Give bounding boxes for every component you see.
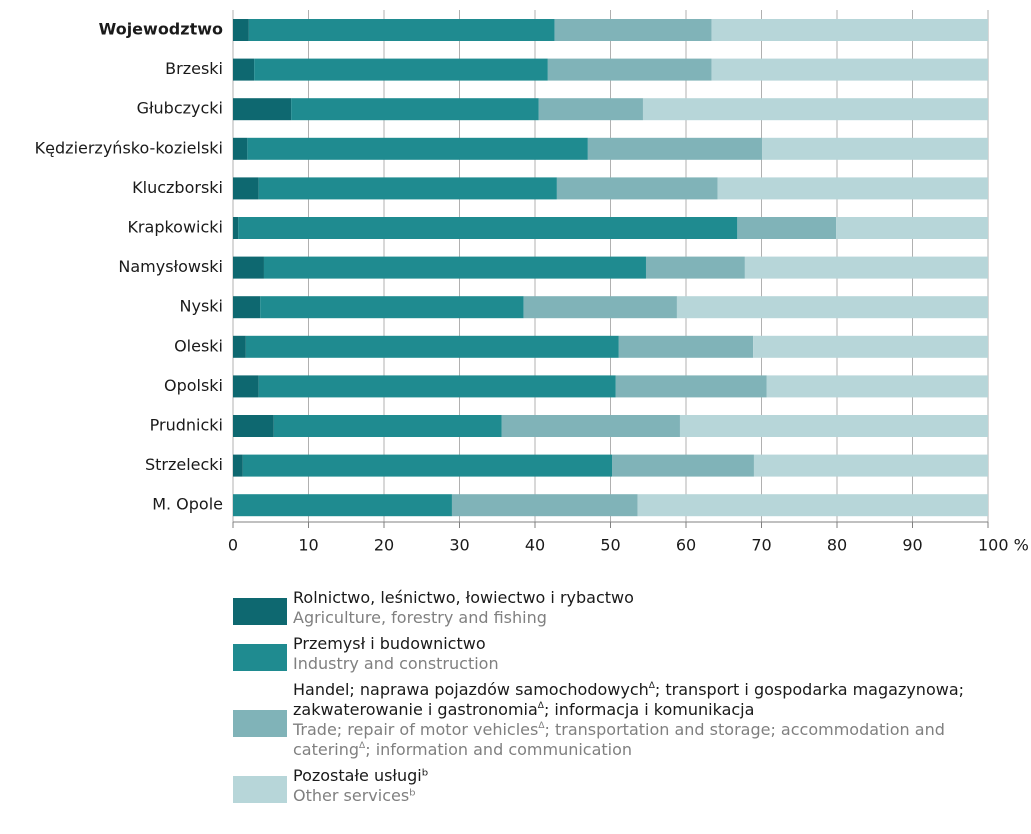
legend-swatch	[233, 597, 287, 625]
bar-segment	[762, 137, 988, 160]
bar-segment	[233, 217, 239, 239]
legend-swatch	[233, 709, 287, 737]
bar-segment	[753, 335, 988, 358]
legend-label-en: Agriculture, forestry and fishing	[293, 608, 547, 627]
bar-segment	[637, 494, 988, 517]
bar-segment	[258, 177, 557, 200]
bar-segment	[233, 177, 259, 200]
y-tick-label: Namysłowski	[118, 257, 223, 276]
legend-text: Handel; naprawa pojazdów samochodowychΔ;…	[293, 680, 983, 760]
legend-label: Przemysł i budownictwo	[293, 634, 486, 653]
bar-segment	[248, 19, 555, 41]
bar-segment	[554, 19, 712, 41]
legend-label: Pozostałe usługiᵇ	[293, 766, 429, 785]
x-tick-label: 60	[676, 536, 696, 555]
bar-segment	[717, 177, 988, 200]
bar-segment	[291, 98, 539, 121]
bar-segment	[556, 177, 718, 200]
bar-segment	[273, 415, 502, 437]
x-tick-label: 0	[228, 536, 238, 555]
legend-item: Przemysł i budownictwo Industry and const…	[233, 634, 993, 674]
y-tick-label: M. Opole	[152, 495, 223, 514]
bar-segment	[615, 375, 767, 398]
legend-label-en: Industry and construction	[293, 654, 499, 673]
bar-segment	[587, 137, 763, 160]
y-tick-label: Głubczycki	[137, 99, 223, 118]
legend: Rolnictwo, leśnictwo, łowiectwo i rybact…	[233, 588, 993, 812]
bar-segment	[753, 454, 988, 477]
bar-segment	[523, 296, 677, 319]
x-tick-label: 20	[374, 536, 394, 555]
bar-segment	[238, 217, 738, 239]
bar-segment	[233, 335, 246, 358]
legend-text: Rolnictwo, leśnictwo, łowiectwo i rybact…	[293, 588, 983, 628]
bar-segment	[451, 494, 638, 517]
bar-segment	[258, 375, 616, 398]
bar-segment	[233, 296, 261, 319]
bar-segment	[645, 256, 745, 279]
y-tick-label: Nyski	[180, 297, 223, 316]
legend-text: Przemysł i budownictwo Industry and const…	[293, 634, 983, 674]
bar-segment	[245, 335, 619, 358]
x-tick-label: 10	[298, 536, 318, 555]
x-tick-label: 80	[827, 536, 847, 555]
legend-item: Pozostałe usługiᵇ Other servicesᵇ	[233, 766, 993, 806]
x-tick-label: 40	[525, 536, 545, 555]
legend-label: Rolnictwo, leśnictwo, łowiectwo i rybact…	[293, 588, 634, 607]
bar-segment	[744, 256, 988, 279]
legend-label-en: Other servicesᵇ	[293, 786, 417, 805]
bar-segment	[260, 296, 524, 319]
bar-segment	[254, 58, 548, 81]
bar-segment	[233, 19, 249, 41]
y-tick-label: Wojewodztwo	[99, 20, 223, 39]
bar-segment	[766, 375, 988, 398]
bar-segment	[233, 58, 255, 81]
legend-text: Pozostałe usługiᵇ Other servicesᵇ	[293, 766, 983, 806]
bar-segment	[618, 335, 754, 358]
bar-segment	[737, 217, 837, 239]
bar-segment	[233, 415, 274, 437]
x-tick-label: 70	[751, 536, 771, 555]
bar-segment	[538, 98, 643, 121]
y-tick-label: Strzelecki	[145, 455, 223, 474]
bar-segment	[233, 454, 243, 477]
bar-segment	[679, 415, 988, 437]
legend-swatch	[233, 775, 287, 803]
x-tick-label: 100 %	[978, 536, 1029, 555]
bar-segment	[612, 454, 754, 477]
x-tick-label: 90	[902, 536, 922, 555]
bar-segment	[642, 98, 988, 121]
bar-segment	[547, 58, 712, 81]
chart: 0 10 20 30 40 50 60 70 80 90 100 % Wojewodztwo Brzes…	[35, 10, 1029, 555]
y-tick-label: Prudnicki	[150, 416, 223, 435]
bar-segment	[233, 256, 264, 279]
bar-segment	[711, 58, 988, 81]
bar-segment	[501, 415, 680, 437]
y-tick-label: Brzeski	[165, 59, 223, 78]
bar-segment	[676, 296, 988, 319]
y-tick-label: Kędzierzyńsko-kozielski	[35, 138, 223, 157]
legend-label: Handel; naprawa pojazdów samochodowychΔ;…	[293, 680, 965, 719]
bar-segment	[233, 375, 259, 398]
legend-item: Handel; naprawa pojazdów samochodowychΔ;…	[233, 680, 993, 760]
bar-segment	[242, 454, 613, 477]
y-tick-label: Oleski	[174, 336, 223, 355]
y-tick-label: Krapkowicki	[127, 218, 223, 237]
y-tick-label: Kluczborski	[132, 178, 223, 197]
x-tick-label: 30	[449, 536, 469, 555]
y-tick-label: Opolski	[164, 376, 223, 395]
bar-segment	[263, 256, 646, 279]
bar-segment	[233, 494, 452, 517]
bar-segment	[247, 137, 588, 160]
legend-item: Rolnictwo, leśnictwo, łowiectwo i rybact…	[233, 588, 993, 628]
legend-swatch	[233, 643, 287, 671]
bar-segment	[233, 137, 248, 160]
bar-segment	[233, 98, 292, 121]
bar-segment	[836, 217, 988, 239]
x-tick-label: 50	[600, 536, 620, 555]
legend-label-en: Trade; repair of motor vehiclesΔ; transp…	[293, 720, 945, 759]
bar-segment	[711, 19, 988, 41]
